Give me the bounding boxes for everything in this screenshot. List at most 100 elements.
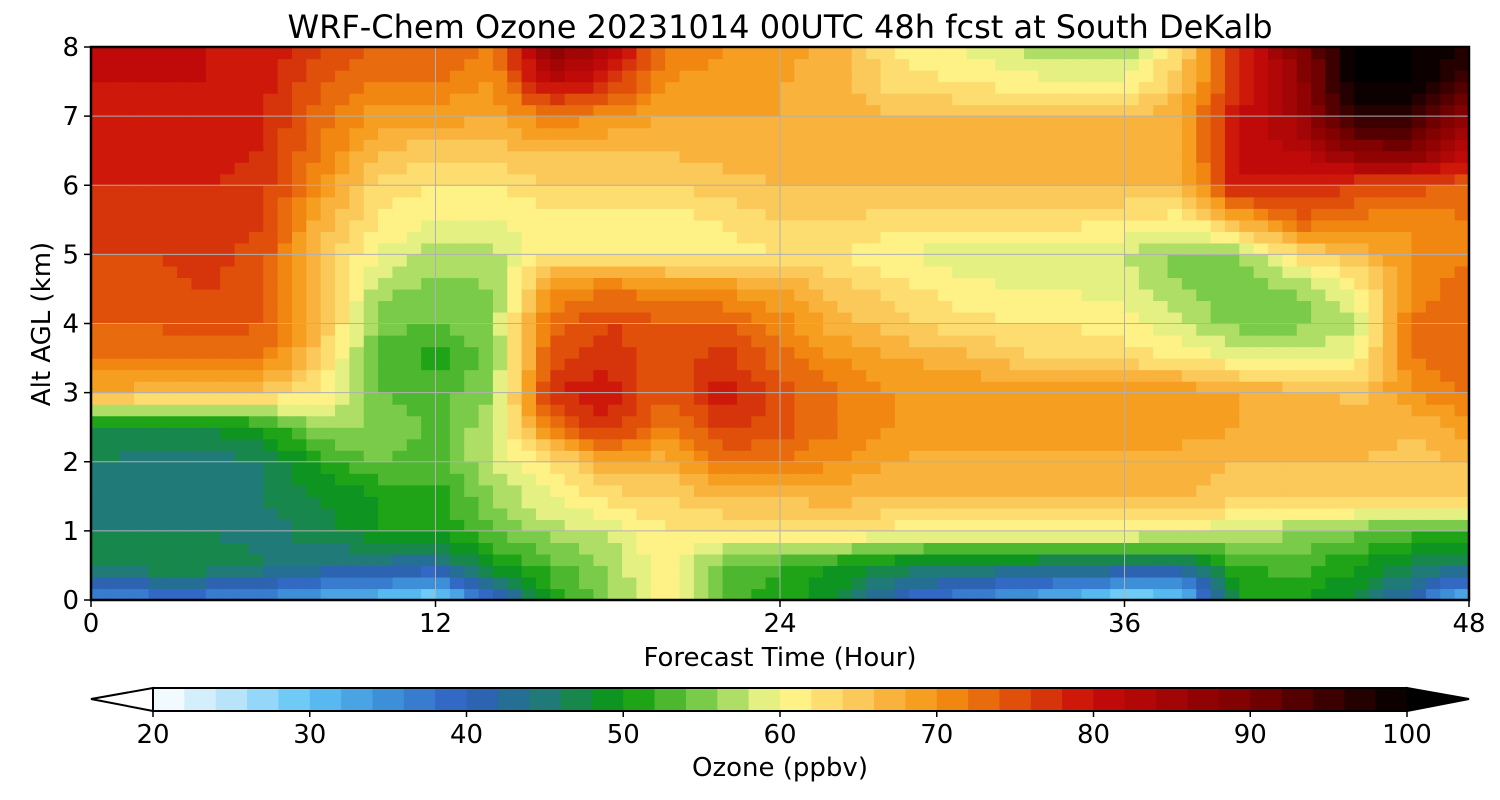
heatmap-cell <box>306 81 322 94</box>
heatmap-cell <box>306 542 322 555</box>
heatmap-cell <box>995 173 1011 186</box>
heatmap-cell <box>1009 461 1025 474</box>
heatmap-cell <box>1282 553 1298 567</box>
heatmap-cell <box>521 81 537 94</box>
heatmap-cell <box>693 576 709 590</box>
heatmap-cell <box>736 300 752 313</box>
heatmap-cell <box>736 196 752 209</box>
heatmap-cell <box>1009 335 1025 348</box>
heatmap-cell <box>736 484 752 497</box>
heatmap-cell <box>1411 254 1427 267</box>
heatmap-cell <box>880 438 896 451</box>
heatmap-cell <box>650 461 666 474</box>
heatmap-cell <box>263 58 279 71</box>
heatmap-cell <box>1296 70 1312 83</box>
heatmap-cell <box>248 565 264 578</box>
heatmap-cell <box>823 438 839 451</box>
heatmap-cell <box>478 461 494 474</box>
heatmap-cell <box>1038 265 1054 279</box>
heatmap-cell <box>909 208 925 221</box>
heatmap-cell <box>378 208 394 221</box>
heatmap-cell <box>1095 473 1111 486</box>
heatmap-cell <box>650 58 666 71</box>
heatmap-cell <box>1167 254 1183 267</box>
heatmap-cell <box>191 185 207 198</box>
heatmap-cell <box>1282 104 1298 117</box>
heatmap-cell <box>1224 231 1240 244</box>
heatmap-cell <box>263 415 279 428</box>
heatmap-cell <box>521 300 537 313</box>
heatmap-cell <box>162 438 178 451</box>
heatmap-cell <box>1296 358 1312 371</box>
heatmap-cell <box>449 265 465 279</box>
heatmap-cell <box>564 127 580 140</box>
heatmap-cell <box>378 104 394 117</box>
heatmap-cell <box>234 381 250 394</box>
heatmap-cell <box>464 576 480 590</box>
heatmap-cell <box>894 358 910 371</box>
heatmap-cell <box>263 162 279 175</box>
heatmap-cell <box>952 139 968 152</box>
heatmap-cell <box>1124 300 1140 313</box>
heatmap-cell <box>306 300 322 313</box>
heatmap-cell <box>550 519 566 532</box>
heatmap-cell <box>894 507 910 520</box>
heatmap-cell <box>1196 358 1212 371</box>
heatmap-cell <box>980 300 996 313</box>
heatmap-cell <box>1296 542 1312 555</box>
heatmap-cell <box>134 208 150 221</box>
heatmap-cell <box>507 277 523 290</box>
heatmap-cell <box>421 311 437 325</box>
heatmap-cell <box>622 496 638 509</box>
heatmap-cell <box>306 553 322 567</box>
heatmap-cell <box>406 288 422 302</box>
heatmap-cell <box>1196 185 1212 198</box>
heatmap-cell <box>1296 427 1312 440</box>
heatmap-cell <box>349 219 365 232</box>
heatmap-cell <box>464 484 480 497</box>
heatmap-cell <box>1138 265 1154 279</box>
heatmap-cell <box>693 265 709 279</box>
heatmap-cell <box>880 553 896 567</box>
heatmap-cell <box>708 93 724 106</box>
heatmap-cell <box>851 81 867 94</box>
heatmap-cell <box>1167 358 1183 371</box>
heatmap-cell <box>91 173 106 186</box>
heatmap-cell <box>708 496 724 509</box>
heatmap-cell <box>1325 81 1341 94</box>
heatmap-cell <box>1339 461 1355 474</box>
heatmap-cell <box>1239 553 1255 567</box>
heatmap-cell <box>248 208 264 221</box>
heatmap-cell <box>937 162 953 175</box>
heatmap-cell <box>277 277 293 290</box>
heatmap-cell <box>363 588 379 600</box>
heatmap-cell <box>421 231 437 244</box>
heatmap-cell <box>823 507 839 520</box>
heatmap-cell <box>1138 219 1154 232</box>
heatmap-cell <box>521 415 537 428</box>
heatmap-cell <box>349 70 365 83</box>
heatmap-cell <box>363 139 379 152</box>
heatmap-cell <box>1110 450 1126 463</box>
heatmap-cell <box>1296 127 1312 140</box>
heatmap-cell <box>1024 242 1039 255</box>
heatmap-cell <box>851 346 867 359</box>
heatmap-cell <box>722 196 738 209</box>
heatmap-cell <box>392 496 408 509</box>
heatmap-cell <box>579 415 594 428</box>
heatmap-cell <box>306 496 322 509</box>
heatmap-cell <box>492 323 508 336</box>
heatmap-cell <box>148 553 164 567</box>
heatmap-cell <box>550 576 566 590</box>
heatmap-cell <box>191 473 207 486</box>
heatmap-cell <box>780 185 795 198</box>
heatmap-cell <box>1224 461 1240 474</box>
heatmap-cell <box>306 104 322 117</box>
heatmap-cell <box>1196 311 1212 325</box>
heatmap-cell <box>392 381 408 394</box>
heatmap-cell <box>535 254 551 267</box>
heatmap-cell <box>177 576 193 590</box>
heatmap-cell <box>1296 565 1312 578</box>
heatmap-cell <box>119 473 135 486</box>
heatmap-cell <box>823 415 839 428</box>
